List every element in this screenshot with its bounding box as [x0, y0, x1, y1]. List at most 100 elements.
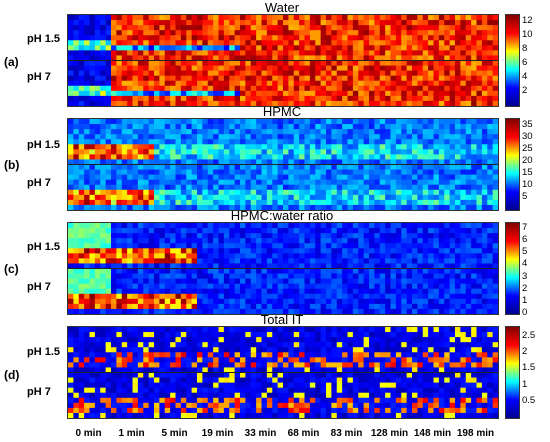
heatmap-cell: [100, 372, 107, 378]
heatmap-cell: [288, 223, 295, 229]
heatmap-cell: [363, 124, 370, 130]
heatmap-cell: [229, 204, 236, 210]
heatmap-cell: [293, 298, 300, 305]
heatmap-cell: [164, 144, 171, 150]
heatmap-cell: [111, 15, 117, 21]
heatmap-cell: [191, 372, 198, 378]
heatmap-cell: [288, 273, 295, 280]
heatmap-cell: [438, 30, 445, 36]
heatmap-cell: [320, 189, 327, 196]
heatmap-cell: [422, 25, 429, 31]
heatmap-cell: [417, 248, 424, 254]
heatmap-cell: [492, 293, 498, 300]
heatmap-cell: [449, 100, 456, 106]
heatmap-cell: [417, 273, 424, 280]
heatmap-cell: [481, 95, 488, 102]
heatmap-cell: [240, 248, 246, 254]
heatmap-cell: [358, 90, 365, 97]
heatmap-cell: [465, 144, 472, 150]
heatmap-cell: [164, 352, 171, 358]
heatmap-cell: [240, 253, 246, 259]
heatmap-cell: [449, 258, 456, 264]
heatmap-cell: [164, 154, 171, 160]
heatmap-cell: [73, 25, 80, 31]
heatmap-cell: [202, 228, 209, 234]
heatmap-cell: [170, 50, 176, 56]
heatmap-cell: [395, 303, 402, 310]
heatmap-cell: [170, 377, 176, 384]
heatmap-cell: [487, 179, 494, 186]
heatmap-cell: [428, 179, 434, 186]
heatmap-cell: [170, 199, 176, 206]
heatmap-cell: [170, 75, 176, 82]
heatmap-cell: [213, 382, 219, 389]
heatmap-cell: [352, 278, 359, 285]
heatmap-cell: [465, 243, 472, 249]
heatmap-cell: [293, 253, 300, 259]
heatmap-cell: [417, 45, 424, 51]
heatmap-cell: [492, 129, 498, 135]
heatmap-cell: [342, 119, 348, 125]
heatmap-cell: [78, 20, 85, 26]
heatmap-cell: [197, 293, 203, 300]
heatmap-cell: [78, 154, 85, 160]
heatmap-cell: [326, 278, 332, 285]
heatmap-cell: [299, 308, 305, 314]
heatmap-cell: [352, 288, 359, 295]
heatmap-cell: [202, 50, 209, 56]
heatmap-cell: [256, 238, 262, 244]
heatmap-cell: [374, 248, 381, 254]
heatmap-cell: [180, 397, 187, 404]
heatmap-cell: [170, 342, 176, 348]
heatmap-cell: [197, 367, 203, 373]
heatmap-cell: [385, 248, 391, 254]
heatmap-cell: [213, 377, 219, 384]
heatmap-cell: [137, 95, 144, 102]
heatmap-cell: [229, 25, 236, 31]
heatmap-cell: [379, 80, 386, 87]
heatmap-cell: [186, 372, 193, 378]
heatmap-cell: [121, 248, 128, 254]
heatmap-cell: [481, 70, 488, 77]
heatmap-cell: [299, 70, 305, 77]
heatmap-cell: [191, 174, 198, 181]
heatmap-cell: [197, 45, 203, 51]
heatmap-cell: [395, 288, 402, 295]
heatmap-cell: [100, 55, 107, 61]
heatmap-cell: [186, 387, 193, 394]
heatmap-cell: [412, 293, 418, 300]
heatmap-cell: [240, 174, 246, 181]
heatmap-cell: [326, 119, 332, 125]
heatmap-cell: [240, 95, 246, 102]
heatmap-cell: [288, 248, 295, 254]
heatmap-cell: [412, 233, 418, 239]
heatmap-cell: [154, 278, 160, 285]
heatmap-cell: [197, 412, 203, 418]
heatmap-cell: [213, 347, 219, 353]
heatmap-cell: [342, 204, 348, 210]
heatmap-cell: [481, 238, 488, 244]
heatmap-cell: [164, 75, 171, 82]
heatmap-cell: [352, 144, 359, 150]
heatmap-cell: [164, 45, 171, 51]
heatmap-cell: [304, 129, 311, 135]
heatmap-cell: [213, 174, 219, 181]
heatmap-cell: [347, 65, 354, 72]
heatmap-cell: [116, 119, 123, 125]
heatmap-cell: [186, 273, 193, 280]
heatmap-cell: [116, 223, 123, 229]
heatmap-cell: [272, 35, 279, 41]
heatmap-cell: [449, 189, 456, 196]
heatmap-cell: [444, 199, 451, 206]
heatmap-cell: [197, 223, 203, 229]
heatmap-cell: [342, 124, 348, 130]
heatmap-cell: [417, 124, 424, 130]
heatmap-cell: [438, 243, 445, 249]
heatmap-cell: [213, 179, 219, 186]
heatmap-cell: [342, 253, 348, 259]
heatmap-cell: [256, 95, 262, 102]
heatmap-cell: [78, 25, 85, 31]
heatmap-cell: [406, 228, 413, 234]
heatmap-cell: [234, 243, 241, 249]
heatmap-cell: [132, 288, 139, 295]
